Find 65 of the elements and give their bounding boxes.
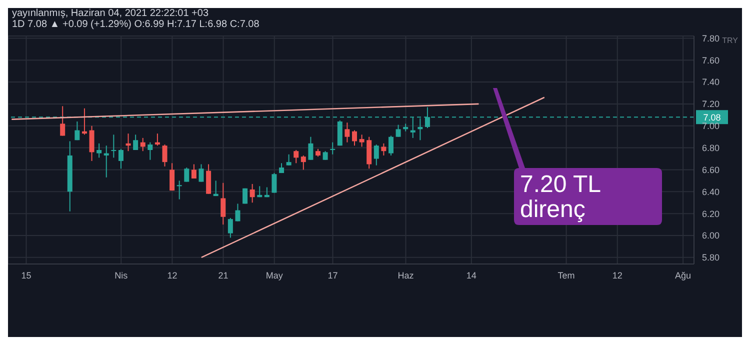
y-tick-label: 6.80	[702, 143, 720, 154]
candlestick	[198, 164, 204, 182]
candlestick	[206, 164, 212, 194]
candlestick	[82, 108, 87, 136]
candlestick	[294, 150, 299, 164]
candlestick	[104, 145, 109, 178]
candlestick	[154, 133, 160, 146]
y-tick-label: 6.20	[702, 208, 720, 219]
x-tick-label: 15	[21, 270, 32, 280]
x-tick-label: Nis	[114, 270, 128, 280]
text: TRY	[722, 36, 738, 45]
candlestick	[213, 180, 218, 197]
candlestick	[74, 121, 80, 141]
candlestick	[220, 182, 226, 226]
x-tick-label: 14	[466, 270, 476, 280]
x-tick-label: 17	[328, 270, 338, 280]
x-tick-label: May	[266, 270, 284, 280]
y-tick-label: 5.80	[702, 252, 720, 263]
candlestick	[330, 142, 336, 155]
y-tick-label: 7.80	[702, 33, 720, 44]
candlestick	[111, 134, 116, 158]
candlestick	[396, 124, 401, 138]
x-tick-label: 12	[167, 270, 178, 280]
candlestick	[176, 180, 182, 200]
candlestick	[286, 154, 292, 166]
candlestick	[374, 144, 379, 166]
x-tick-label: 21	[218, 270, 228, 280]
candlestick	[133, 134, 138, 150]
candlestick	[235, 203, 240, 222]
x-tick-label: Haz	[398, 270, 414, 280]
y-tick-label: 7.20	[702, 99, 720, 110]
candlestick	[89, 125, 94, 162]
chart-title: yayınlanmış, Haziran 04, 2021 22:22:01 +03	[12, 8, 210, 19]
candlestick	[352, 130, 357, 146]
candlestick	[184, 167, 190, 182]
candlestick	[359, 134, 364, 148]
y-tick-label: 6.00	[702, 230, 720, 241]
y-tick-label: 7.60	[702, 55, 720, 66]
y-tick-label: 7.40	[702, 77, 720, 88]
candlestick	[250, 183, 255, 204]
candlestick	[191, 164, 196, 179]
ref-line-label: 7.08	[703, 112, 721, 123]
candlestick	[96, 142, 102, 158]
x-tick-label: Ağu	[675, 270, 692, 280]
x-tick-label: Tem	[558, 270, 575, 280]
candlestick	[308, 136, 314, 160]
annotation: 7.20 TL direnç	[519, 170, 602, 225]
candlestick	[60, 106, 66, 136]
candlestick	[272, 172, 277, 194]
candlestick	[228, 217, 233, 238]
chart-subtitle: 1D 7.08 ▲ +0.09 (+1.29%) O:6.99 H:7.17 L:6.98 C:7.08	[12, 19, 260, 30]
candlestick	[170, 162, 175, 192]
candlestick	[126, 133, 131, 152]
candlestick	[388, 135, 394, 156]
candlestick	[300, 154, 306, 170]
candlestick	[148, 142, 153, 160]
candlestick	[344, 122, 350, 143]
y-tick-label: 7.00	[702, 121, 720, 132]
candlestick	[381, 142, 386, 156]
candlestick	[140, 137, 146, 152]
y-tick-label: 6.40	[702, 186, 720, 197]
candlestick	[162, 144, 168, 167]
x-tick-label: 12	[612, 270, 622, 280]
candlestick	[118, 148, 124, 170]
y-tick-label: 6.60	[702, 164, 720, 175]
